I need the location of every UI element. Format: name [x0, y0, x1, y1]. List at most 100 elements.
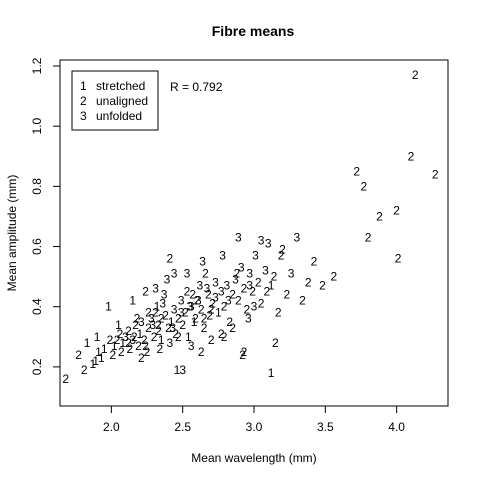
- legend-box: [71, 70, 159, 131]
- x-tick-label: 2.5: [174, 420, 191, 434]
- data-point: 1: [105, 300, 112, 314]
- data-point: 2: [235, 294, 242, 308]
- data-point: 2: [166, 252, 173, 266]
- data-point: 1: [94, 330, 101, 344]
- data-point: 2: [144, 345, 151, 359]
- data-point: 1: [268, 279, 275, 293]
- data-point: 3: [238, 261, 245, 275]
- data-point: 2: [305, 276, 312, 290]
- x-tick-label: 3.5: [317, 420, 334, 434]
- data-point: 1: [268, 366, 275, 380]
- data-point: 1: [174, 363, 181, 377]
- data-point: 2: [184, 285, 191, 299]
- data-point: 2: [208, 303, 215, 317]
- data-point: 2: [208, 333, 215, 347]
- data-point: 1: [101, 342, 108, 356]
- data-point: 3: [212, 291, 219, 305]
- x-tick-label: 2.0: [103, 420, 120, 434]
- data-point: 2: [172, 327, 179, 341]
- data-point: 2: [142, 339, 149, 353]
- data-point: 3: [224, 279, 231, 293]
- data-point: 3: [138, 315, 145, 329]
- data-point: 3: [129, 333, 136, 347]
- data-point: 3: [196, 279, 203, 293]
- legend: 1 stretched 2 unaligned 3 unfolded: [71, 70, 159, 131]
- data-point: 3: [179, 363, 186, 377]
- data-point: 1: [115, 318, 122, 332]
- data-point: 3: [171, 303, 178, 317]
- data-point: 2: [206, 309, 213, 323]
- data-point: 2: [272, 336, 279, 350]
- data-point: 1: [215, 306, 222, 320]
- data-point: 3: [212, 276, 219, 290]
- data-point: 2: [229, 321, 236, 335]
- data-point: 3: [178, 294, 185, 308]
- data-point: 3: [161, 288, 168, 302]
- y-tick-label: 0.2: [30, 358, 44, 375]
- data-point: 2: [81, 363, 88, 377]
- data-point: 2: [283, 288, 290, 302]
- data-point: 3: [262, 264, 269, 278]
- data-point: 2: [218, 327, 225, 341]
- data-point: 2: [395, 252, 402, 266]
- data-point: 3: [245, 312, 252, 326]
- data-point: 2: [239, 348, 246, 362]
- correlation-annotation: R = 0.792: [170, 80, 223, 94]
- data-point: 1: [84, 336, 91, 350]
- data-point: 3: [152, 282, 159, 296]
- data-point: 2: [258, 297, 265, 311]
- x-axis: 2.0 2.5 3.0 3.5 4.0: [103, 406, 405, 434]
- data-point: 2: [138, 351, 145, 365]
- data-points: 2221111112212213223221322232221322132232…: [62, 68, 438, 386]
- data-point: 3: [164, 273, 171, 287]
- y-tick-label: 0.4: [30, 298, 44, 315]
- data-point: 2: [142, 285, 149, 299]
- data-point: 2: [189, 288, 196, 302]
- x-tick-label: 4.0: [388, 420, 405, 434]
- data-point: 2: [175, 330, 182, 344]
- data-point: 2: [75, 348, 82, 362]
- data-point: 2: [132, 318, 139, 332]
- y-tick-label: 1.2: [30, 57, 44, 74]
- data-point: 3: [184, 267, 191, 281]
- data-point: 2: [241, 282, 248, 296]
- data-point: 2: [221, 330, 228, 344]
- data-point: 2: [117, 327, 124, 341]
- data-point: 2: [62, 372, 69, 386]
- data-point: 3: [149, 318, 156, 332]
- data-point: 3: [122, 330, 129, 344]
- data-point: 1: [92, 354, 99, 368]
- data-point: 3: [166, 336, 173, 350]
- y-tick-label: 1.0: [30, 118, 44, 135]
- data-point: 2: [278, 249, 285, 263]
- data-point: 3: [148, 312, 155, 326]
- data-point: 2: [114, 333, 121, 347]
- data-point: 2: [331, 270, 338, 284]
- data-point: 2: [145, 306, 152, 320]
- data-point: 2: [234, 267, 241, 281]
- data-point: 2: [134, 312, 141, 326]
- data-point: 2: [202, 267, 209, 281]
- data-point: 2: [263, 285, 270, 299]
- data-point: 2: [360, 179, 367, 193]
- chart-title: Fibre means: [212, 23, 295, 39]
- legend-label-stretched: stretched: [96, 79, 145, 93]
- data-point: 3: [293, 231, 300, 245]
- data-point: 3: [252, 249, 259, 263]
- data-point: 3: [195, 294, 202, 308]
- data-point: 2: [182, 306, 189, 320]
- y-tick-label: 0.8: [30, 178, 44, 195]
- data-point: 2: [127, 342, 134, 356]
- data-point: 2: [408, 149, 415, 163]
- data-point: 1: [154, 300, 161, 314]
- data-point: 2: [198, 303, 205, 317]
- data-point: 3: [288, 267, 295, 281]
- data-point: 2: [319, 279, 326, 293]
- data-point: 2: [241, 345, 248, 359]
- data-point: 2: [201, 321, 208, 335]
- y-tick-label: 0.6: [30, 238, 44, 255]
- data-point: 2: [393, 203, 400, 217]
- data-point: 2: [194, 294, 201, 308]
- data-point: 2: [275, 306, 282, 320]
- legend-symbol-3: 3: [80, 109, 87, 123]
